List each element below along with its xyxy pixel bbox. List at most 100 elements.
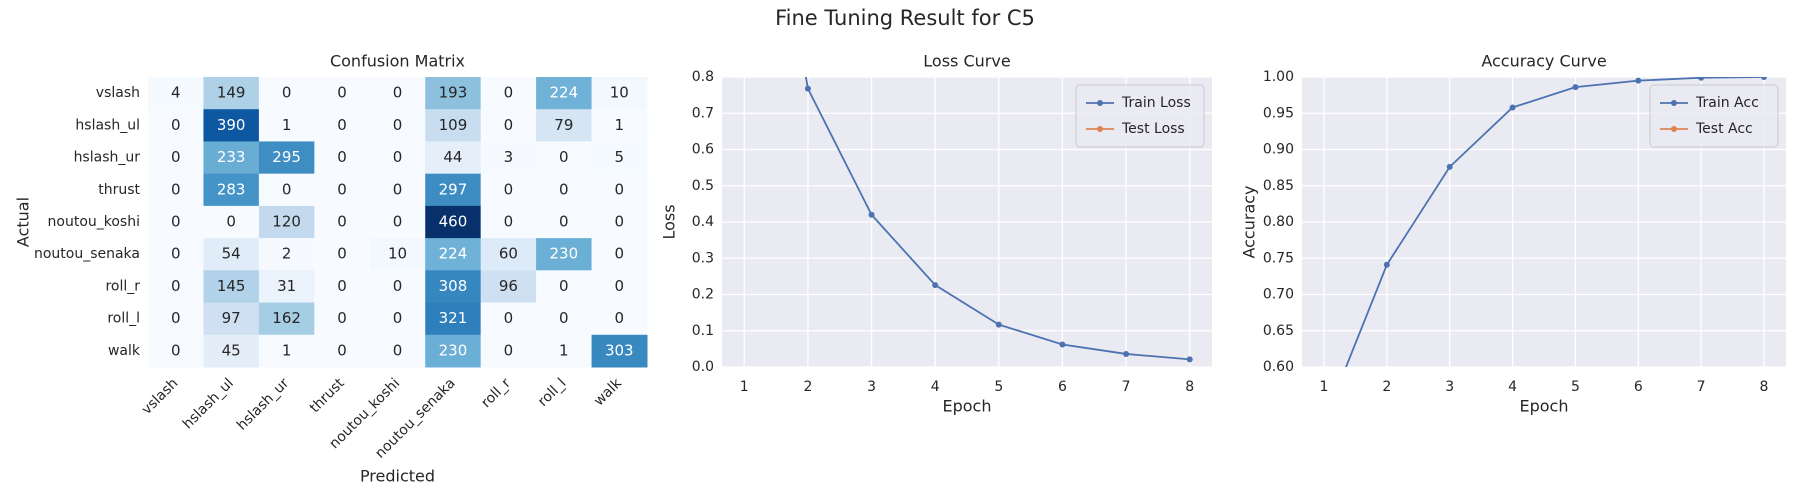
cell-label: 0: [504, 341, 514, 359]
y-tick-label: vslash: [96, 85, 140, 101]
heatmap-cell: [148, 334, 204, 368]
cell-label: 0: [393, 341, 403, 359]
y-tick-label: 0.4: [692, 214, 714, 230]
heatmap-cell: [480, 205, 537, 239]
x-tick-label: 2: [803, 379, 812, 395]
cell-label: 0: [337, 148, 347, 166]
heatmap-cell: [148, 270, 204, 304]
legend-label: Train Acc: [1695, 95, 1759, 111]
cell-label: 44: [443, 148, 462, 166]
y-tick-label: noutou_koshi: [48, 214, 140, 230]
cell-label: 0: [393, 180, 403, 198]
cell-label: 10: [610, 84, 629, 102]
cell-label: 96: [499, 277, 518, 295]
heatmap-cell: [480, 77, 537, 110]
x-tick-label: 3: [1445, 379, 1454, 395]
heatmap-cell: [425, 334, 482, 368]
heatmap-cell: [258, 238, 315, 271]
cell-label: 0: [504, 213, 514, 231]
cell-label: 0: [171, 245, 181, 263]
cell-label: 0: [504, 116, 514, 134]
data-point: [1572, 84, 1579, 91]
y-tick-label: 0.7: [692, 105, 714, 121]
x-tick-label: 1: [740, 379, 749, 395]
cell-label: 0: [226, 213, 236, 231]
cell-label: 224: [550, 84, 579, 102]
y-tick-label: 0.65: [1263, 323, 1294, 339]
data-point: [1698, 77, 1705, 81]
legend-marker: [1097, 126, 1103, 132]
cell-label: 0: [337, 213, 347, 231]
data-point: [1383, 261, 1390, 268]
heatmap-cell: [258, 77, 315, 110]
y-tick-label: 0.70: [1263, 287, 1294, 303]
x-tick-label: 8: [1185, 379, 1194, 395]
heatmap-cell: [480, 173, 537, 207]
y-tick-label: noutou_senaka: [34, 246, 140, 262]
data-point: [804, 85, 811, 92]
y-axis-label: Actual: [14, 197, 33, 247]
cell-label: 390: [217, 116, 246, 134]
y-axis-label: Loss: [660, 204, 679, 239]
legend-marker: [1097, 100, 1103, 106]
heatmap-cell: [369, 238, 426, 271]
x-tick-label: 7: [1122, 379, 1131, 395]
heatmap-cell: [536, 205, 593, 239]
heatmap-cell: [480, 238, 537, 271]
heatmap-cell: [369, 141, 426, 175]
y-tick-label: 0.90: [1263, 142, 1294, 158]
heatmap-cell: [591, 173, 648, 207]
cell-label: 79: [554, 116, 573, 134]
cell-label: 1: [282, 341, 292, 359]
data-point: [1509, 104, 1516, 111]
heatmap-cell: [480, 109, 537, 142]
heatmap-cell: [314, 205, 371, 239]
figure-title: Fine Tuning Result for C5: [775, 6, 1035, 30]
heatmap-cell: [536, 109, 593, 142]
heatmap-cell: [480, 141, 537, 175]
heatmap-cell: [425, 141, 482, 175]
heatmap-cell: [425, 173, 482, 207]
data-point: [1059, 341, 1066, 348]
x-tick-label: 3: [867, 379, 876, 395]
heatmap-cell: [314, 173, 371, 207]
cell-label: 1: [615, 116, 625, 134]
heatmap-cell: [480, 302, 537, 336]
cell-label: 230: [550, 245, 579, 263]
cell-label: 295: [272, 148, 301, 166]
heatmap-cell: [203, 173, 260, 207]
x-tick-label: 8: [1760, 379, 1769, 395]
x-tick-label: walk: [591, 375, 626, 410]
heatmap-cell: [258, 334, 315, 368]
heatmap-cell: [258, 141, 315, 175]
cell-label: 283: [217, 180, 246, 198]
cell-label: 0: [615, 277, 625, 295]
cell-label: 120: [272, 213, 301, 231]
cell-label: 0: [171, 180, 181, 198]
heatmap-cell: [203, 302, 260, 336]
heatmap-cell: [369, 77, 426, 110]
heatmap-cell: [203, 270, 260, 304]
y-tick-label: 0.8: [692, 69, 714, 85]
heatmap-cell: [591, 270, 648, 304]
heatmap-cell: [314, 109, 371, 142]
cell-label: 0: [393, 116, 403, 134]
cell-label: 0: [393, 309, 403, 327]
cell-label: 230: [439, 341, 468, 359]
heatmap-cell: [425, 109, 482, 142]
heatmap-cell: [148, 141, 204, 175]
plot-area: [804, 77, 1193, 363]
cell-label: 1: [282, 116, 292, 134]
chart-title: Confusion Matrix: [330, 52, 465, 71]
cell-label: 308: [439, 277, 468, 295]
heatmap-cell: [536, 141, 593, 175]
heatmap-cell: [148, 173, 204, 207]
data-point: [1186, 356, 1193, 363]
cell-label: 460: [439, 213, 468, 231]
heatmap-cell: [369, 109, 426, 142]
heatmap-cell: [203, 334, 260, 368]
legend-label: Train Loss: [1121, 95, 1191, 111]
heatmap-cell: [425, 238, 482, 271]
cell-label: 0: [559, 213, 569, 231]
cell-label: 0: [559, 309, 569, 327]
